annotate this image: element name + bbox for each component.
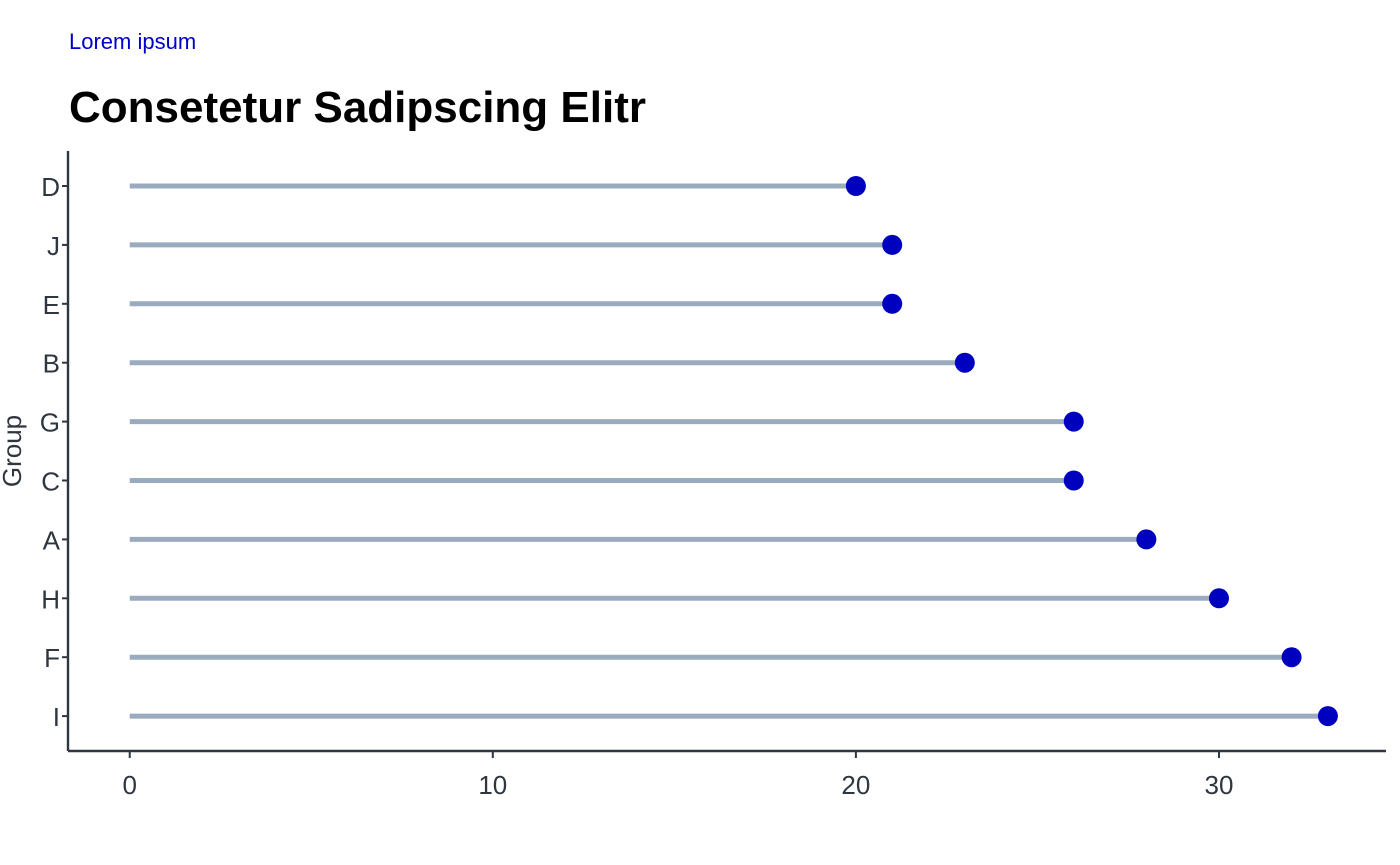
lollipop-dot [1063, 470, 1084, 491]
lollipop-dot [1208, 588, 1229, 609]
y-tick-label: C [41, 467, 60, 497]
y-tick-label: I [53, 702, 60, 732]
y-tick-label: F [44, 643, 60, 673]
lollipop-dot [1063, 411, 1084, 432]
lollipop-dot [1317, 706, 1338, 727]
y-tick-label: B [43, 349, 60, 379]
lollipop-dot [1281, 647, 1302, 668]
y-tick-label: J [47, 231, 60, 261]
y-tick-label: H [41, 584, 60, 614]
x-tick-label: 0 [122, 770, 136, 800]
y-tick-label: A [43, 525, 61, 555]
x-tick-label: 10 [478, 770, 507, 800]
lollipop-dot [1136, 529, 1157, 550]
lollipop-dot [882, 293, 903, 314]
lollipop-dot [954, 352, 975, 373]
y-tick-label: E [43, 290, 60, 320]
lollipop-dot [845, 176, 866, 196]
x-tick-label: 20 [841, 770, 870, 800]
chart-subtitle: Lorem ipsum [69, 29, 196, 54]
y-axis-title: Group [0, 415, 27, 487]
y-tick-label: G [40, 408, 60, 438]
lollipop-dot [882, 234, 903, 255]
x-tick-label: 30 [1205, 770, 1234, 800]
y-tick-label: D [41, 172, 60, 202]
chart-title: Consetetur Sadipscing Elitr [69, 83, 646, 132]
